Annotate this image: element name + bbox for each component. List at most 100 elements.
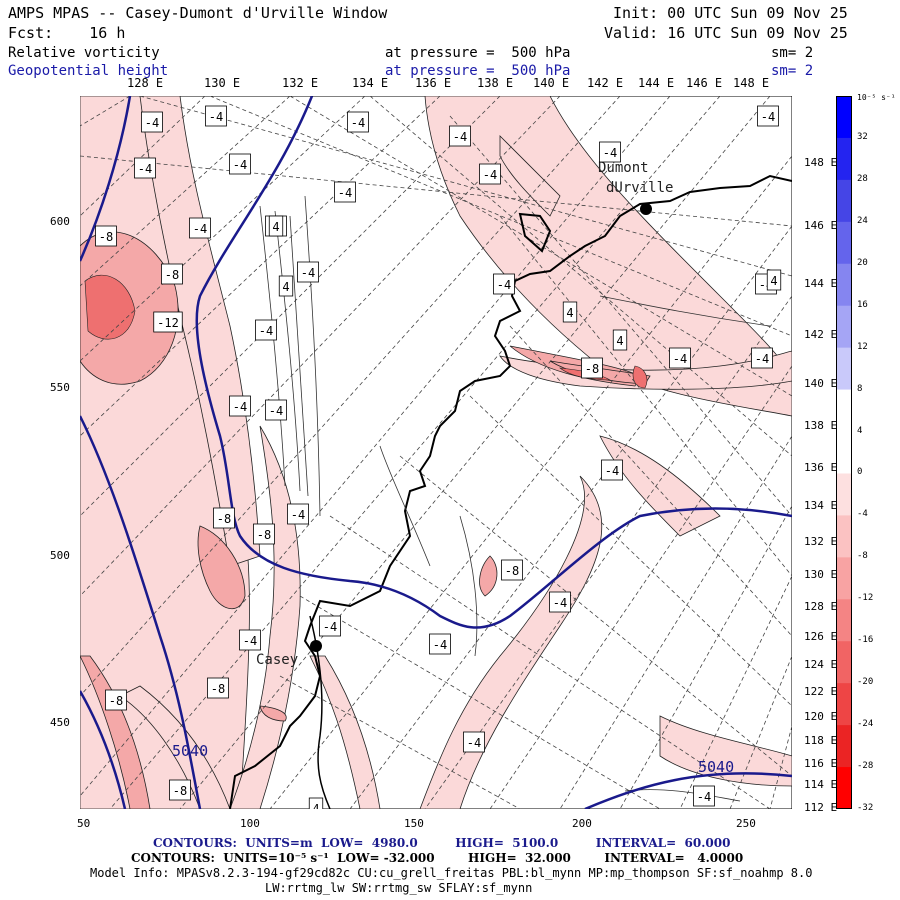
colorbar-label: 32: [857, 131, 868, 142]
right-lat-label: 124 E: [804, 658, 838, 671]
coastline-island: [518, 212, 552, 253]
colorbar-segment: [836, 641, 852, 684]
colorbar-label: -12: [857, 593, 874, 604]
graticule-lines: [80, 96, 792, 809]
top-lon-label: 140 E: [533, 76, 570, 90]
casey-marker: [310, 640, 322, 652]
y-tick-label: 600: [50, 215, 70, 228]
vorticity-label: -8: [217, 512, 231, 526]
vorticity-label-box: [347, 111, 369, 133]
colorbar-label: -28: [857, 761, 874, 772]
vorticity-label-box: [134, 157, 156, 179]
vorticity-label-box: [207, 677, 229, 699]
colorbar-segment: [836, 683, 852, 726]
vorticity-label-box: [693, 785, 715, 807]
colorbar-label: 8: [857, 383, 863, 394]
colorbar-segment: [836, 305, 852, 349]
colorbar-segment: [836, 473, 852, 516]
init-time: Init: 00 UTC Sun 09 Nov 25: [613, 4, 848, 22]
top-lon-label: 130 E: [204, 76, 241, 90]
vorticity-label: -8: [211, 682, 225, 696]
right-lat-label: 140 E: [804, 377, 838, 390]
vorticity-label-box: [141, 111, 163, 133]
vorticity-label: -4: [605, 464, 619, 478]
right-lat-label: 134 E: [804, 499, 838, 512]
colorbar-label: -32: [857, 803, 874, 813]
vorticity-label-box: [562, 301, 578, 323]
vorticity-label: -12: [157, 316, 179, 330]
right-lat-label: 130 E: [804, 568, 838, 581]
vorticity-label-box: [278, 275, 294, 297]
height-label: 5040: [698, 758, 734, 776]
station-label-casey: Casey: [256, 652, 298, 668]
right-lat-label: 122 E: [804, 685, 838, 698]
vorticity-label: -4: [233, 158, 247, 172]
colorbar-unit: 10⁻⁵ s⁻¹: [857, 93, 896, 102]
height-label: 5040: [172, 742, 208, 760]
colorbar-label: 20: [857, 257, 868, 268]
vorticity-label-box: [268, 215, 284, 237]
right-lat-label: 144 E: [804, 277, 838, 290]
field2-name: Geopotential height: [8, 63, 169, 79]
vorticity-label: -4: [269, 404, 283, 418]
map-title: AMPS MPAS -- Casey-Dumont d'Urville Wind…: [8, 4, 388, 22]
vorticity-label: 4: [312, 802, 319, 809]
dumont-durville-marker: [640, 203, 652, 215]
colorbar-segment: [836, 599, 852, 642]
station-label-durville: dUrville: [606, 180, 673, 196]
y-tick-label: 550: [50, 381, 70, 394]
right-lat-label: 114 E: [804, 778, 838, 791]
vorticity-label-box: [213, 507, 235, 529]
vorticity-contours: [259, 195, 771, 802]
field2-level: at pressure = 500 hPa: [385, 63, 571, 79]
colorbar-label: -20: [857, 677, 874, 688]
vorticity-label: -4: [453, 130, 467, 144]
vorticity-label: -4: [351, 116, 365, 130]
vorticity-label-box: [205, 105, 227, 127]
colorbar-label: -8: [857, 551, 868, 562]
vorticity-label: -4: [467, 736, 481, 750]
vorticity-label: 4: [282, 280, 289, 294]
colorbar-segment: [836, 96, 852, 139]
top-lon-label: 128 E: [127, 76, 164, 90]
vorticity-label-box: [757, 105, 779, 127]
vorticity-label: -4: [243, 634, 257, 648]
vorticity-label: -4: [483, 168, 497, 182]
vorticity-label: -4: [755, 352, 769, 366]
top-lon-label: 134 E: [352, 76, 389, 90]
field1-name: Relative vorticity: [8, 45, 160, 61]
vorticity-label-box: [501, 559, 523, 581]
vorticity-label: -8: [585, 362, 599, 376]
vorticity-label-box: [493, 273, 515, 295]
vorticity-label-box: [669, 347, 691, 369]
vorticity-label: -4: [301, 266, 315, 280]
vorticity-label: -8: [257, 528, 271, 542]
map-plot: Dumont dUrville Casey 5040 5040 -4 -4 -4 -4…: [80, 96, 792, 809]
vorticity-contour-info: CONTOURS: UNITS=10⁻⁵ s⁻¹ LOW= -32.000 HI…: [131, 851, 744, 865]
vorticity-label-box: [153, 311, 183, 333]
top-lon-label: 144 E: [638, 76, 675, 90]
y-tick-label: 450: [50, 716, 70, 729]
colorbar: [836, 96, 852, 809]
vorticity-label-box: [239, 629, 261, 651]
colorbar-label: 4: [857, 425, 863, 436]
vorticity-label: -8: [99, 230, 113, 244]
model-info: Model Info: MPASv8.2.3-194-gf29cd82c CU:…: [90, 866, 813, 880]
vorticity-label: -8: [505, 564, 519, 578]
vorticity-label-box: [169, 779, 191, 801]
field1-smooth: sm= 2: [771, 45, 814, 61]
colorbar-segment: [836, 179, 852, 223]
vorticity-label-box: [229, 153, 251, 175]
height-contour-info: CONTOURS: UNITS=m LOW= 4980.0 HIGH= 5100…: [153, 836, 731, 850]
field2-smooth: sm= 2: [771, 63, 814, 79]
model-info-physics: LW:rrtmg_lw SW:rrtmg_sw SFLAY:sf_mynn: [265, 881, 533, 895]
coastline: [229, 174, 792, 809]
vorticity-label: -4: [193, 222, 207, 236]
colorbar-segment: [836, 263, 852, 307]
colorbar-label: 0: [857, 467, 863, 478]
vorticity-label: -4: [233, 400, 247, 414]
vorticity-label-box: [297, 261, 319, 283]
vorticity-label: -4: [209, 110, 223, 124]
vorticity-label: 4: [272, 220, 279, 234]
vorticity-label-box: [581, 357, 603, 379]
